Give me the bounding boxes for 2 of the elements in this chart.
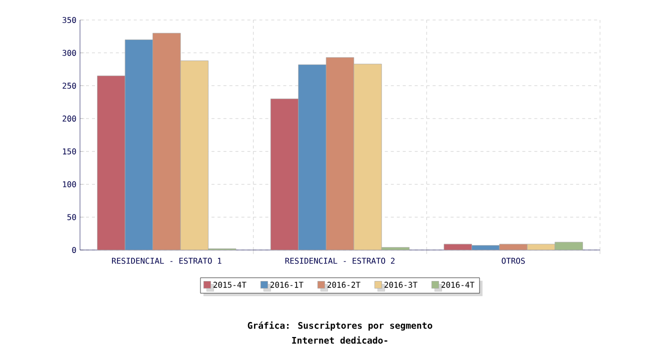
text: Gráfica: Suscriptores por segmento [248, 321, 432, 331]
text: Internet dedicado- [292, 336, 388, 344]
